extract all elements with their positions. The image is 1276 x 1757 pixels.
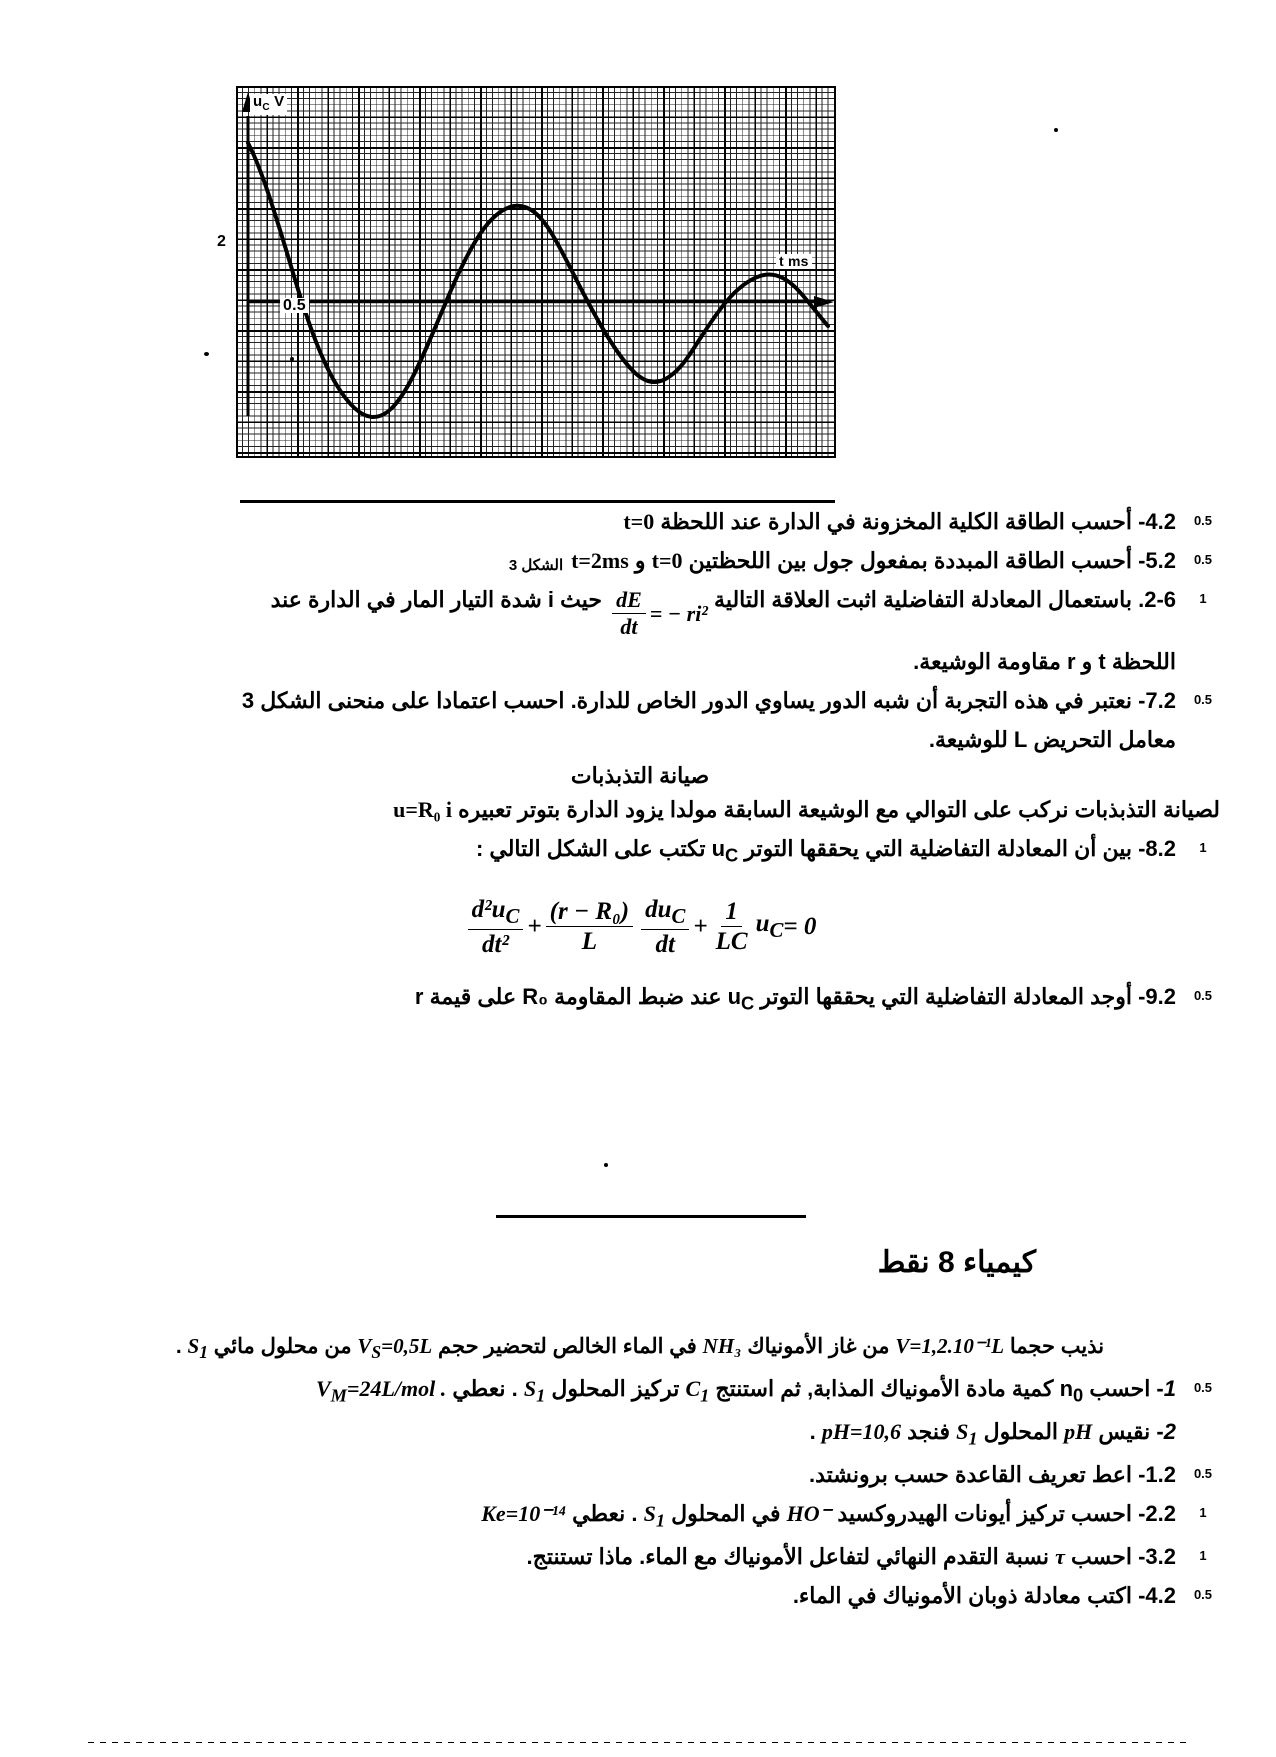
question-text: 9.2- أوجد المعادلة التفاضلية التي يحققها… <box>414 984 1176 1014</box>
maintenance-intro: لصيانة التذبذبات نركب على التوالي مع الو… <box>393 796 1220 822</box>
plus-operator-2: + <box>693 912 708 940</box>
figure-underline <box>240 500 835 503</box>
question-row: 0.5 5.2- أحسب الطاقة المبددة بمفعول جول … <box>60 544 1220 578</box>
chemistry-questions: نذيب حجما V=1,2.10⁻¹L من غاز الأمونياك N… <box>60 1330 1220 1618</box>
question-text: 7.2- نعتبر في هذه التجربة أن شبه الدور ي… <box>241 687 1176 713</box>
question-text: 1.2- اعط تعريف القاعدة حسب برونشتد. <box>809 1461 1176 1487</box>
question-points: 0.5 <box>1193 691 1213 707</box>
question-text: 3.2- احسب τ نسبة التقدم النهائي لتفاعل ا… <box>526 1543 1177 1569</box>
scan-speck <box>204 352 209 356</box>
question-row: 0.5 4.2- اكتب معادلة ذوبان الأمونياك في … <box>60 1579 1220 1613</box>
second-derivative-term: d²uC dt² <box>467 896 524 958</box>
y-axis-label: uC V <box>250 94 288 115</box>
figure-graph: uC V 2 0.5 t ms الشكل 3 <box>214 86 836 574</box>
x-axis-label: t ms <box>776 254 812 269</box>
question-points: 0.5 <box>1193 1465 1213 1481</box>
first-derivative-term: duC dt <box>641 896 690 958</box>
chemistry-intro: نذيب حجما V=1,2.10⁻¹L من غاز الأمونياك N… <box>175 1334 1105 1363</box>
question-text: 8.2- بين أن المعادلة التفاضلية التي يحقق… <box>475 835 1176 866</box>
figure-caption: الشكل 3 <box>508 557 564 574</box>
question-points: 1 <box>1199 1547 1207 1563</box>
question-row: 1 3.2- احسب τ نسبة التقدم النهائي لتفاعل… <box>60 1540 1220 1574</box>
question-points: 1 <box>1199 1504 1207 1520</box>
section-heading: صيانة التذبذبات <box>570 762 710 788</box>
main-differential-equation: d²uC dt² + (r − R₀) L duC dt + 1 LC uC <box>60 896 1220 958</box>
question-row: 2- نقيس pH المحلول S1 فنجد pH=10,6 . <box>60 1415 1220 1453</box>
question-text: 2- نقيس pH المحلول S1 فنجد pH=10,6 . <box>809 1418 1176 1449</box>
graph-grid <box>236 86 836 458</box>
scan-speck <box>604 1163 608 1167</box>
chemistry-section-title: كيمياء 8 نقط <box>877 1246 1036 1279</box>
x-tick-label-05: 0.5 <box>280 298 309 314</box>
damping-coefficient-term: (r − R₀) L <box>545 898 634 956</box>
question-text: 1- احسب n0 كمية مادة الأمونياك المذابة, … <box>315 1376 1176 1406</box>
y-tick-label-2: 2 <box>214 234 230 250</box>
question-row: 0.5 1.2- اعط تعريف القاعدة حسب برونشتد. <box>60 1458 1220 1492</box>
inline-equation: dE dt = − ri² <box>608 588 708 639</box>
question-row: 0.5 1- احسب n0 كمية مادة الأمونياك المذا… <box>60 1372 1220 1410</box>
question-text: 2-6. باستعمال المعادلة التفاضلية اثبت ال… <box>270 587 1176 640</box>
scan-speck <box>290 357 294 361</box>
lc-term: 1 LC <box>715 897 748 956</box>
question-row: 0.5 7.2- نعتبر في هذه التجربة أن شبه الد… <box>60 684 1220 718</box>
question-continuation: معامل التحريض L للوشيعة. <box>60 723 1220 757</box>
oscillation-curve <box>242 92 834 419</box>
graph-frame <box>236 86 836 458</box>
question-row: 0.5 9.2- أوجد المعادلة التفاضلية التي يح… <box>60 980 1220 1018</box>
question-points: 0.5 <box>1193 552 1213 568</box>
question-text: معامل التحريض L للوشيعة. <box>928 726 1176 752</box>
grid-coarse <box>236 86 836 458</box>
question-continuation: اللحظة t و r مقاومة الوشيعة. <box>60 645 1220 679</box>
uc-term: uC <box>755 910 784 943</box>
question-text: 4.2- أحسب الطاقة الكلية المخزونة في الدا… <box>623 509 1176 534</box>
question-row: 1 2-6. باستعمال المعادلة التفاضلية اثبت … <box>60 583 1220 639</box>
question-text: 2.2- احسب تركيز أيونات الهيدروكسيد HO⁻ ف… <box>481 1500 1176 1531</box>
scan-speck <box>1054 128 1058 132</box>
question-points: 0.5 <box>1193 513 1213 528</box>
question-row: 0.5 4.2- أحسب الطاقة الكلية المخزونة في … <box>60 505 1220 539</box>
question-points: 0.5 <box>1193 1586 1213 1602</box>
question-row: 1 2.2- احسب تركيز أيونات الهيدروكسيد HO⁻… <box>60 1497 1220 1535</box>
question-row: 1 8.2- بين أن المعادلة التفاضلية التي يح… <box>60 832 1220 870</box>
equals-zero: = 0 <box>783 912 817 940</box>
question-text: 5.2- أحسب الطاقة المبددة بمفعول جول بين … <box>571 548 1176 574</box>
question-text: اللحظة t و r مقاومة الوشيعة. <box>913 648 1176 674</box>
question-points: 1 <box>1199 591 1207 607</box>
question-points: 1 <box>1199 839 1207 855</box>
plus-operator-1: + <box>527 912 542 940</box>
section-divider <box>496 1215 806 1218</box>
question-points: 0.5 <box>1193 988 1213 1004</box>
physics-questions: 0.5 4.2- أحسب الطاقة الكلية المخزونة في … <box>60 505 1220 1023</box>
page-bottom-rule <box>88 1742 1188 1743</box>
question-text: 4.2- اكتب معادلة ذوبان الأمونياك في الما… <box>792 1582 1176 1608</box>
question-points: 0.5 <box>1193 1380 1213 1396</box>
